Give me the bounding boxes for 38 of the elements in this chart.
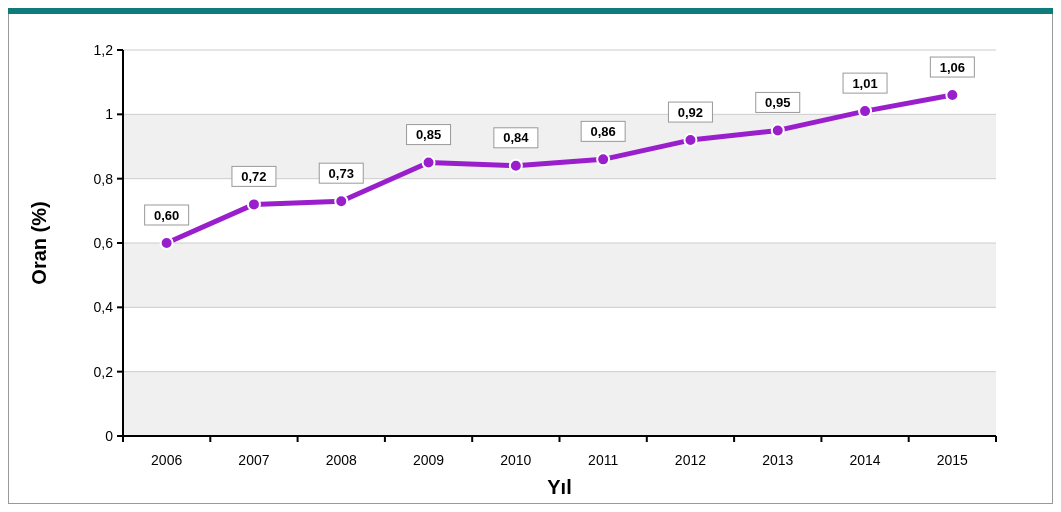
point bbox=[770, 123, 785, 138]
y-tick-label: 0,6 bbox=[93, 235, 114, 251]
x-tick-label: 2010 bbox=[500, 452, 532, 468]
y-tick-label: 1,2 bbox=[93, 42, 114, 58]
point bbox=[421, 155, 436, 170]
x-tick-label: 2011 bbox=[588, 452, 619, 468]
x-axis-title: Yıl bbox=[547, 476, 572, 498]
data-label: 0,72 bbox=[241, 168, 267, 184]
data-label: 1,06 bbox=[939, 59, 966, 75]
data-label: 1,01 bbox=[852, 75, 878, 91]
y-tick-label: 0,8 bbox=[93, 170, 114, 187]
point bbox=[508, 158, 523, 173]
x-tick-label: 2009 bbox=[412, 452, 445, 468]
x-tick-label: 2008 bbox=[325, 452, 358, 468]
data-label: 0,95 bbox=[765, 94, 791, 110]
data-label: 0,92 bbox=[677, 104, 704, 120]
x-tick-label: 2014 bbox=[849, 452, 881, 468]
data-label: 0,86 bbox=[590, 123, 616, 139]
x-tick-label: 2012 bbox=[674, 452, 707, 468]
data-label: 0,85 bbox=[415, 127, 442, 143]
y-axis-title: Oran (%) bbox=[28, 201, 50, 285]
data-label: 0,60 bbox=[153, 207, 180, 223]
data-label: 0,73 bbox=[328, 165, 354, 181]
data-label: 0,84 bbox=[503, 130, 530, 146]
x-tick-label: 2015 bbox=[936, 452, 969, 468]
y-tick-label: 0,4 bbox=[93, 299, 114, 316]
point bbox=[334, 194, 349, 209]
y-tick-label: 1 bbox=[105, 106, 114, 123]
x-tick-label: 2013 bbox=[762, 452, 794, 468]
point bbox=[858, 104, 873, 119]
x-tick-label: 2007 bbox=[238, 452, 270, 468]
x-tick-label: 2006 bbox=[151, 452, 183, 468]
y-tick-label: 0 bbox=[105, 428, 114, 444]
point bbox=[683, 133, 698, 148]
point bbox=[159, 236, 174, 250]
point bbox=[246, 197, 261, 212]
point bbox=[596, 152, 611, 167]
y-tick-label: 0,2 bbox=[93, 363, 114, 380]
